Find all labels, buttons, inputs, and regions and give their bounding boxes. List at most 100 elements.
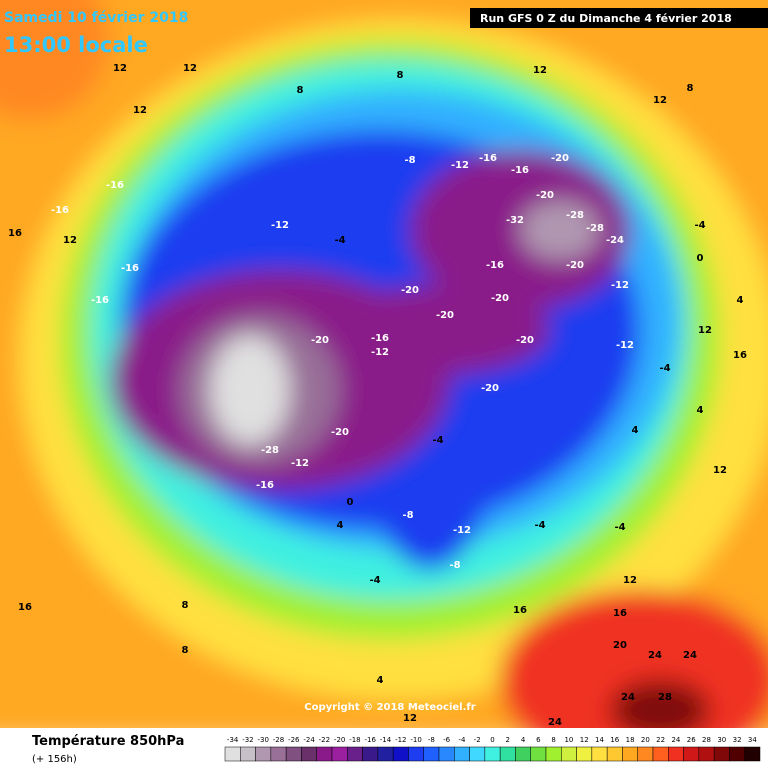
legend-swatch xyxy=(438,746,455,762)
contour-label: 8 xyxy=(687,83,694,94)
contour-label: -16 xyxy=(121,263,139,274)
legend-swatch xyxy=(668,746,684,762)
legend-swatch xyxy=(331,746,348,762)
legend-swatch xyxy=(301,746,317,762)
contour-label: -20 xyxy=(516,335,534,346)
legend-label: 14 xyxy=(595,736,604,744)
legend-swatch xyxy=(408,746,424,762)
contour-label: -16 xyxy=(511,165,529,176)
legend-label: 10 xyxy=(564,736,573,744)
contour-label: -8 xyxy=(404,155,415,166)
legend-label: 0 xyxy=(490,736,494,744)
contour-label: -16 xyxy=(256,480,274,491)
legend-label: -14 xyxy=(380,736,392,744)
legend-label: -18 xyxy=(349,736,360,744)
contour-label: -4 xyxy=(694,220,705,231)
legend-label: 34 xyxy=(748,736,757,744)
legend-label: -16 xyxy=(364,736,376,744)
color-legend: -34 -32 -30 -28 -26 -24 -22 -20 -18 -16 -14 -12 -10-… xyxy=(224,736,761,762)
legend-swatch xyxy=(545,746,562,762)
legend-label: 20 xyxy=(641,736,650,744)
legend-swatch xyxy=(270,746,287,762)
contour-label: -16 xyxy=(479,153,497,164)
contour-label: -4 xyxy=(614,522,625,533)
legend-swatch xyxy=(347,746,363,762)
contour-label: -32 xyxy=(506,215,524,226)
contour-label: 16 xyxy=(513,605,527,616)
contour-label: -20 xyxy=(401,285,419,296)
legend-swatch xyxy=(285,746,302,762)
contour-label: -4 xyxy=(369,575,380,586)
legend-swatch xyxy=(622,746,638,762)
legend-label: -26 xyxy=(288,736,300,744)
contour-label: -12 xyxy=(371,347,389,358)
contour-label: 16 xyxy=(8,228,22,239)
contour-label: -20 xyxy=(481,383,499,394)
legend-label: 16 xyxy=(610,736,619,744)
legend-swatch xyxy=(683,746,700,762)
legend-label: -4 xyxy=(458,736,466,744)
contour-label: 8 xyxy=(182,600,189,611)
legend-label: 4 xyxy=(521,736,526,744)
contour-label: -20 xyxy=(551,153,569,164)
contour-label: -4 xyxy=(534,520,545,531)
contour-label: 12 xyxy=(133,105,147,116)
contour-label: -20 xyxy=(331,427,349,438)
contour-label: 12 xyxy=(63,235,77,246)
contour-label: 8 xyxy=(397,70,404,81)
contour-label: 12 xyxy=(183,63,197,74)
legend-label: 6 xyxy=(536,736,541,744)
contour-label: 12 xyxy=(623,575,637,586)
legend-swatch xyxy=(652,746,669,762)
contour-label: 24 xyxy=(683,650,697,661)
contour-label: -12 xyxy=(271,220,289,231)
contour-label: -12 xyxy=(453,525,471,536)
contour-label: -20 xyxy=(536,190,554,201)
legend-swatch xyxy=(362,746,379,762)
legend-label: -8 xyxy=(428,736,435,744)
legend-swatch xyxy=(637,746,654,762)
legend-label: -10 xyxy=(410,736,421,744)
contour-label: 28 xyxy=(658,692,672,703)
contour-label: -16 xyxy=(106,180,124,191)
contour-label: 20 xyxy=(613,640,627,651)
legend-label: -34 xyxy=(227,736,239,744)
contour-label: 12 xyxy=(533,65,547,76)
contour-label: 4 xyxy=(737,295,744,306)
legend-label: 2 xyxy=(506,736,510,744)
contour-label: -12 xyxy=(451,160,469,171)
legend-swatch xyxy=(484,746,501,762)
contour-label: 4 xyxy=(632,425,639,436)
contour-label: -20 xyxy=(311,335,329,346)
legend-swatch xyxy=(606,746,623,762)
contour-label: 0 xyxy=(697,253,704,264)
run-info: Run GFS 0 Z du Dimanche 4 février 2018 xyxy=(480,12,732,25)
legend-swatch xyxy=(591,746,608,762)
legend-label: 32 xyxy=(733,736,742,744)
contour-label: -28 xyxy=(586,223,604,234)
contour-label: 0 xyxy=(347,497,354,508)
contour-label: 12 xyxy=(653,95,667,106)
legend-swatch xyxy=(392,746,409,762)
legend-swatch xyxy=(224,746,241,762)
contour-label: 24 xyxy=(621,692,635,703)
contour-label: -12 xyxy=(291,458,309,469)
legend-swatch xyxy=(729,746,745,762)
footer-title: Température 850hPa xyxy=(32,734,184,749)
legend-swatch xyxy=(423,746,440,762)
forecast-lead: (+ 156h) xyxy=(32,754,77,765)
legend-label: 26 xyxy=(687,736,696,744)
contour-label: -16 xyxy=(486,260,504,271)
legend-label: -6 xyxy=(443,736,451,744)
contour-label: -16 xyxy=(91,295,109,306)
legend-label: -32 xyxy=(242,736,253,744)
copyright: Copyright © 2018 Meteociel.fr xyxy=(304,702,475,713)
legend-swatch xyxy=(698,746,715,762)
contour-label: 12 xyxy=(113,63,127,74)
legend-label: -20 xyxy=(334,736,345,744)
legend-label: 24 xyxy=(671,736,680,744)
legend-label: 30 xyxy=(717,736,726,744)
contour-label: 16 xyxy=(733,350,747,361)
